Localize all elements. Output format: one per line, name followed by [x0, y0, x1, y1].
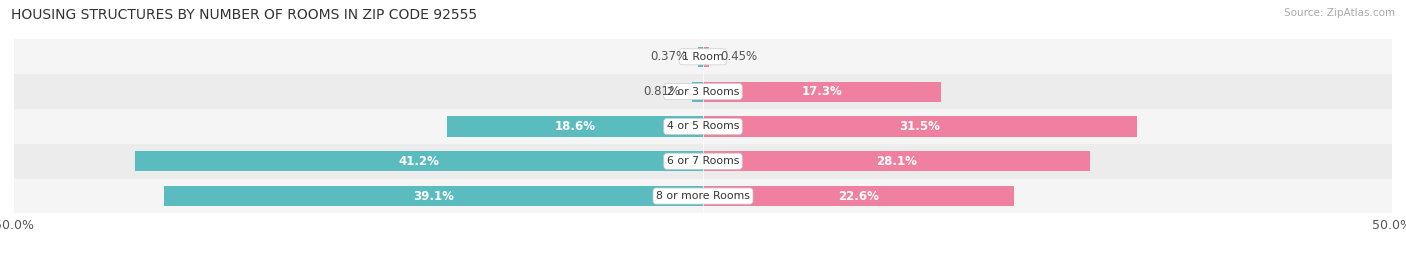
Bar [447, 116, 703, 137]
Text: 28.1%: 28.1% [876, 155, 917, 168]
Bar [703, 47, 709, 67]
Text: 6 or 7 Rooms: 6 or 7 Rooms [666, 156, 740, 166]
Text: Source: ZipAtlas.com: Source: ZipAtlas.com [1284, 8, 1395, 18]
Text: 22.6%: 22.6% [838, 190, 879, 203]
Text: 8 or more Rooms: 8 or more Rooms [657, 191, 749, 201]
Text: 2 or 3 Rooms: 2 or 3 Rooms [666, 87, 740, 97]
Text: 17.3%: 17.3% [801, 85, 842, 98]
Bar [703, 82, 942, 102]
Text: 18.6%: 18.6% [554, 120, 595, 133]
Text: 0.45%: 0.45% [720, 50, 758, 63]
Bar [14, 144, 1392, 179]
Text: 41.2%: 41.2% [399, 155, 440, 168]
Bar [135, 151, 703, 171]
Bar [703, 151, 1090, 171]
Bar [703, 116, 1137, 137]
Bar [14, 74, 1392, 109]
Text: HOUSING STRUCTURES BY NUMBER OF ROOMS IN ZIP CODE 92555: HOUSING STRUCTURES BY NUMBER OF ROOMS IN… [11, 8, 478, 22]
Bar [14, 39, 1392, 74]
Bar [14, 109, 1392, 144]
Text: 31.5%: 31.5% [900, 120, 941, 133]
Text: 4 or 5 Rooms: 4 or 5 Rooms [666, 121, 740, 132]
Text: 0.81%: 0.81% [644, 85, 681, 98]
Bar [692, 82, 703, 102]
Text: 1 Room: 1 Room [682, 52, 724, 62]
Text: 0.37%: 0.37% [650, 50, 688, 63]
Bar [697, 47, 703, 67]
Text: 39.1%: 39.1% [413, 190, 454, 203]
Bar [703, 186, 1014, 206]
Bar [165, 186, 703, 206]
Bar [14, 179, 1392, 214]
